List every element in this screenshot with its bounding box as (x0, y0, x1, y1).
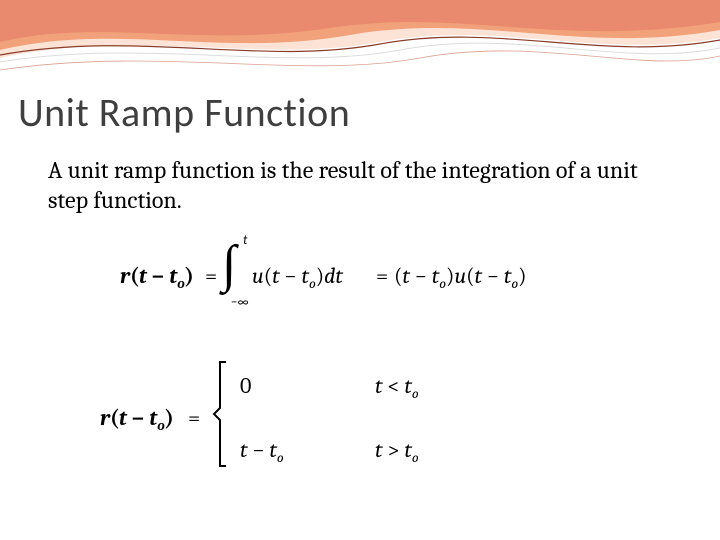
slide-body-text: A unit ramp function is the result of th… (48, 155, 648, 215)
equation-piecewise: r(t − to) = 0 t < to t − to t > to (100, 365, 580, 475)
piecewise-brace (210, 360, 230, 470)
piecewise-case1-value: 0 (240, 373, 251, 399)
slide-title: Unit Ramp Function (18, 88, 350, 137)
integral-lower-limit: −∞ (231, 295, 249, 310)
piecewise-case2-condition: t > to (375, 437, 419, 463)
piecewise-case2-value: t − to (240, 437, 284, 463)
piecewise-case1-condition: t < to (375, 373, 419, 399)
integral-symbol: ∫ (222, 235, 236, 294)
equation-integral: r(t − to) = ∫ t −∞ u(t − to)dt = (t − to… (120, 245, 620, 315)
eq1-lhs-r: r (120, 263, 130, 289)
integral-upper-limit: t (243, 233, 247, 248)
